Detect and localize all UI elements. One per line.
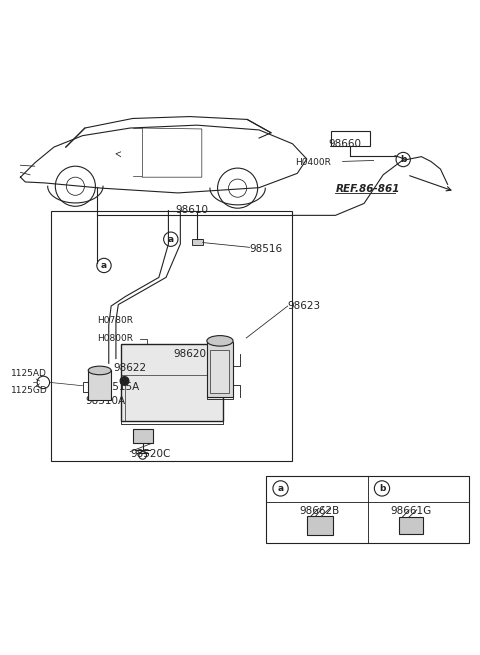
Text: REF.86-861: REF.86-861 [336, 184, 400, 194]
Text: 98623: 98623 [288, 301, 321, 311]
Text: b: b [379, 484, 385, 493]
Ellipse shape [88, 366, 111, 375]
Text: 98660: 98660 [328, 139, 361, 149]
Bar [192, 239, 203, 246]
Text: 1125AD: 1125AD [11, 369, 47, 378]
Bar [132, 428, 153, 443]
Bar [120, 345, 223, 421]
Text: a: a [168, 234, 174, 244]
Text: 98516: 98516 [250, 244, 283, 253]
Circle shape [120, 377, 129, 385]
Text: H0400R: H0400R [295, 159, 331, 168]
Text: a: a [277, 484, 284, 493]
Bar [206, 342, 233, 397]
Text: 98620: 98620 [173, 348, 206, 359]
Bar [266, 476, 469, 543]
Text: 98520C: 98520C [130, 449, 170, 459]
Bar [331, 131, 370, 146]
Text: 98610: 98610 [176, 206, 209, 215]
Ellipse shape [207, 335, 233, 346]
Bar [307, 517, 333, 534]
Bar [399, 517, 422, 534]
Text: 98622: 98622 [114, 363, 147, 373]
Text: H0780R: H0780R [97, 316, 133, 325]
Text: 98510A: 98510A [85, 396, 125, 407]
Text: H0800R: H0800R [97, 333, 133, 343]
Text: b: b [400, 155, 407, 164]
Text: 98662B: 98662B [300, 506, 340, 516]
Bar [88, 371, 111, 400]
Bar [51, 210, 292, 461]
Text: 98515A: 98515A [99, 382, 140, 392]
Text: 1125GD: 1125GD [11, 386, 48, 395]
Text: a: a [101, 261, 107, 270]
Bar [210, 350, 228, 394]
Text: 98661G: 98661G [390, 506, 432, 516]
